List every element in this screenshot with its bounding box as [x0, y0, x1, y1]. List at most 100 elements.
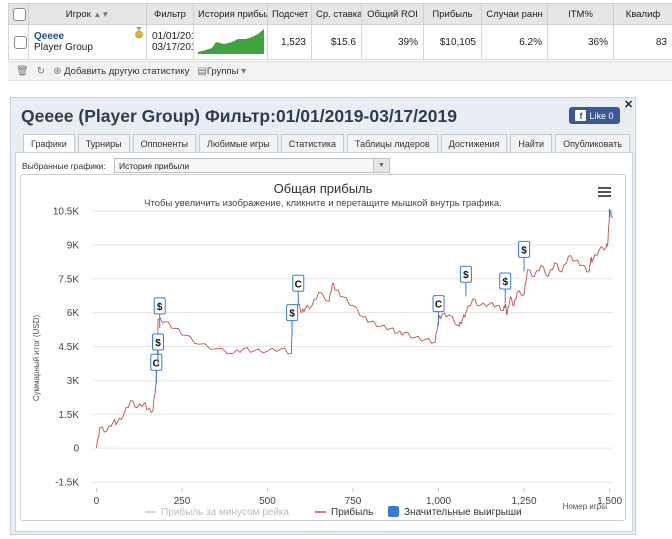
tab-achievements[interactable]: Достижения	[440, 134, 508, 152]
refresh-icon[interactable]: ↻	[36, 65, 46, 77]
col-header-early[interactable]: Случаи ранн	[481, 3, 548, 25]
svg-text:$: $	[463, 270, 469, 281]
col-header-profit[interactable]: Прибыль	[423, 3, 482, 25]
profit-chart[interactable]: Общая прибыль Чтобы увеличить изображени…	[21, 175, 625, 520]
y-tick-label: 4.5K	[58, 342, 79, 353]
chart-container[interactable]: Общая прибыль Чтобы увеличить изображени…	[20, 174, 626, 521]
tab-statistics[interactable]: Статистика	[280, 134, 345, 152]
col-header-avg-stake[interactable]: Ср. ставка	[311, 3, 362, 25]
big-win-flag[interactable]: C	[432, 295, 445, 326]
svg-text:Прибыль за минусом рейка: Прибыль за минусом рейка	[161, 506, 290, 518]
roi-cell: 39%	[361, 24, 424, 60]
tab-favorite-games[interactable]: Любимые игры	[198, 134, 278, 152]
chart-select-value: История прибыли	[119, 160, 190, 171]
medal-icon	[135, 27, 143, 39]
tab-tournaments[interactable]: Турниры	[77, 134, 130, 152]
table-toolbar: 🗑 ↻ ⊕ Добавить другую статистику ▤Группы…	[8, 61, 672, 81]
svg-text:$: $	[155, 338, 161, 349]
col-header-itm[interactable]: ITM%	[547, 3, 614, 25]
col-header-profit-history[interactable]: История прибыл	[193, 3, 268, 25]
filter-to: 03/17/201	[152, 42, 194, 53]
big-win-flag[interactable]: C	[292, 274, 305, 306]
svg-text:C: C	[153, 358, 160, 369]
svg-text:C: C	[295, 279, 302, 290]
row-checkbox[interactable]	[8, 24, 29, 60]
early-cell: 6.2%	[481, 24, 548, 60]
tab-content: Выбранные графики: История прибыли ▼ Общ…	[15, 152, 633, 532]
col-header-filter[interactable]: Фильтр	[146, 3, 194, 25]
close-icon[interactable]: ✕	[624, 99, 634, 111]
qual-cell: 83	[613, 24, 672, 60]
col-header-qual[interactable]: Квалиф	[613, 3, 672, 25]
add-stats-button[interactable]: ⊕ Добавить другую статистику	[53, 65, 190, 77]
groups-icon: ▤	[197, 65, 207, 77]
x-tick-label: 500	[259, 496, 276, 507]
profit-line	[95, 210, 614, 449]
hamburger-menu-icon[interactable]	[598, 187, 611, 197]
stats-table: Игрок ▲▼ Фильтр История прибыл Подсчет С…	[8, 3, 672, 60]
sort-icon: ▲▼	[93, 9, 110, 19]
x-tick-label: 1,000	[426, 496, 451, 507]
y-tick-label: 6K	[67, 308, 80, 319]
chart-legend: Прибыль за минусом рейка Прибыль Значите…	[145, 506, 522, 518]
big-win-flag[interactable]: $	[286, 304, 299, 335]
player-cell: Qeeee Player Group	[28, 24, 147, 60]
trash-icon[interactable]: 🗑	[16, 65, 29, 77]
x-tick-label: 750	[345, 496, 362, 507]
filter-cell: 01/01/201 03/17/201	[146, 24, 194, 60]
chart-select[interactable]: История прибыли ▼	[114, 158, 390, 173]
chart-subtitle: Чтобы увеличить изображение, кликните и …	[144, 198, 502, 209]
y-tick-label: 3K	[67, 376, 80, 387]
big-win-flag[interactable]: $	[152, 333, 164, 364]
big-win-flag[interactable]: $	[499, 272, 512, 304]
svg-text:$: $	[521, 245, 527, 256]
legend-item-net-profit[interactable]: Прибыль за минусом рейка	[145, 506, 290, 518]
sparkline-cell	[193, 24, 268, 60]
svg-text:C: C	[435, 300, 442, 311]
x-tick-label: 250	[174, 496, 191, 507]
y-tick-label: -1.5K	[55, 478, 79, 489]
x-tick-label: 0	[94, 496, 100, 507]
add-icon: ⊕	[53, 65, 62, 77]
y-tick-label: 7.5K	[58, 274, 79, 285]
chart-select-label: Выбранные графики:	[22, 161, 106, 171]
select-all-checkbox[interactable]	[8, 3, 29, 25]
facebook-like-button[interactable]: f Like 0	[569, 107, 620, 124]
y-tick-label: 9K	[67, 240, 80, 251]
svg-text:$: $	[502, 277, 508, 288]
tab-find[interactable]: Найти	[510, 134, 553, 152]
tab-leaderboards[interactable]: Таблицы лидеров	[347, 134, 438, 152]
chart-title: Общая прибыль	[274, 181, 373, 196]
col-header-count[interactable]: Подсчет	[267, 3, 312, 25]
page-title: Qeeee (Player Group) Фильтр:01/01/2019-0…	[21, 106, 457, 126]
y-tick-label: 0	[73, 444, 79, 455]
big-win-flag[interactable]: $	[459, 265, 472, 297]
y-tick-label: 1.5K	[58, 410, 79, 421]
big-win-flag[interactable]: $	[518, 240, 531, 272]
table-row: Qeeee Player Group 01/01/201 03/17/201 1…	[8, 24, 672, 60]
big-win-flag[interactable]: C	[150, 353, 163, 385]
groups-dropdown[interactable]: ▤Группы ▾	[197, 65, 247, 77]
y-axis-label: Суммарный итог (USD)	[32, 315, 41, 402]
big-win-flag[interactable]: $	[153, 297, 166, 328]
x-tick-label: 1,250	[512, 496, 537, 507]
table-header-row: Игрок ▲▼ Фильтр История прибыл Подсчет С…	[8, 3, 672, 25]
legend-item-big-wins[interactable]: Значительные выигрыши	[388, 506, 522, 518]
x-axis-label: Номер игры	[563, 502, 608, 511]
tab-bar: Графики Турниры Оппоненты Любимые игры С…	[23, 134, 630, 152]
svg-text:Значительные выигрыши: Значительные выигрыши	[404, 507, 522, 518]
player-name-link[interactable]: Qeeee	[34, 31, 65, 42]
tab-charts[interactable]: Графики	[23, 134, 75, 152]
legend-item-profit[interactable]: Прибыль	[315, 506, 373, 518]
col-header-roi[interactable]: Общий ROI	[361, 3, 424, 25]
profit-cell: $10,105	[423, 24, 482, 60]
chevron-down-icon: ▼	[373, 159, 389, 172]
tab-publish[interactable]: Опубликовать	[555, 134, 630, 152]
svg-text:$: $	[289, 309, 295, 320]
col-header-player[interactable]: Игрок ▲▼	[28, 3, 147, 25]
facebook-icon: f	[575, 110, 587, 121]
tab-opponents[interactable]: Оппоненты	[132, 134, 196, 152]
x-tick-label: 1,500	[597, 496, 622, 507]
svg-text:Прибыль: Прибыль	[331, 506, 373, 518]
itm-cell: 36%	[547, 24, 614, 60]
